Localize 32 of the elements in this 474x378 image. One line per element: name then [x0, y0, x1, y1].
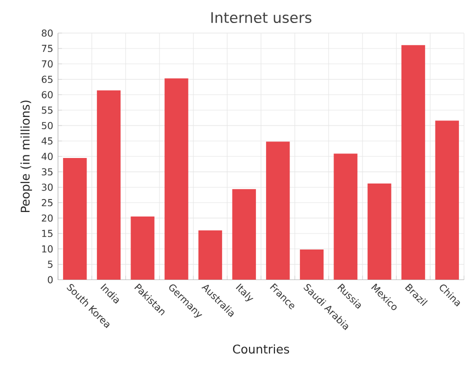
y-tick-label: 60	[42, 91, 53, 98]
x-axis-title: Countries	[233, 344, 290, 354]
y-tick-label: 40	[42, 152, 53, 160]
y-tick-label: 0	[48, 276, 53, 284]
y-tick-label: 35	[42, 168, 52, 176]
bar	[266, 142, 290, 280]
bar	[435, 120, 459, 280]
y-tick-label: 55	[42, 106, 52, 114]
y-tick-label: 65	[42, 76, 52, 83]
y-tick-label: 20	[42, 214, 53, 222]
y-tick-label: 70	[42, 60, 53, 68]
y-tick-label: 75	[42, 44, 52, 52]
bar	[164, 78, 188, 280]
y-tick-label: 5	[48, 260, 52, 268]
y-tick-label: 15	[42, 230, 52, 238]
y-tick-label: 25	[42, 199, 52, 206]
bar	[300, 250, 324, 280]
bar	[198, 230, 222, 280]
bar	[232, 189, 256, 280]
bar	[368, 184, 392, 280]
bar	[130, 216, 154, 280]
y-tick-label: 45	[42, 137, 52, 145]
bar	[401, 45, 426, 280]
y-axis-title: People (in millions)	[20, 100, 32, 212]
bar	[96, 90, 121, 280]
bar	[63, 158, 87, 280]
y-tick-label: 10	[42, 245, 53, 253]
chart-title: Internet users	[211, 12, 312, 24]
y-tick-label: 30	[42, 184, 53, 191]
y-tick-label: 80	[42, 29, 53, 37]
bar	[334, 154, 358, 280]
y-tick-label: 50	[42, 122, 53, 130]
